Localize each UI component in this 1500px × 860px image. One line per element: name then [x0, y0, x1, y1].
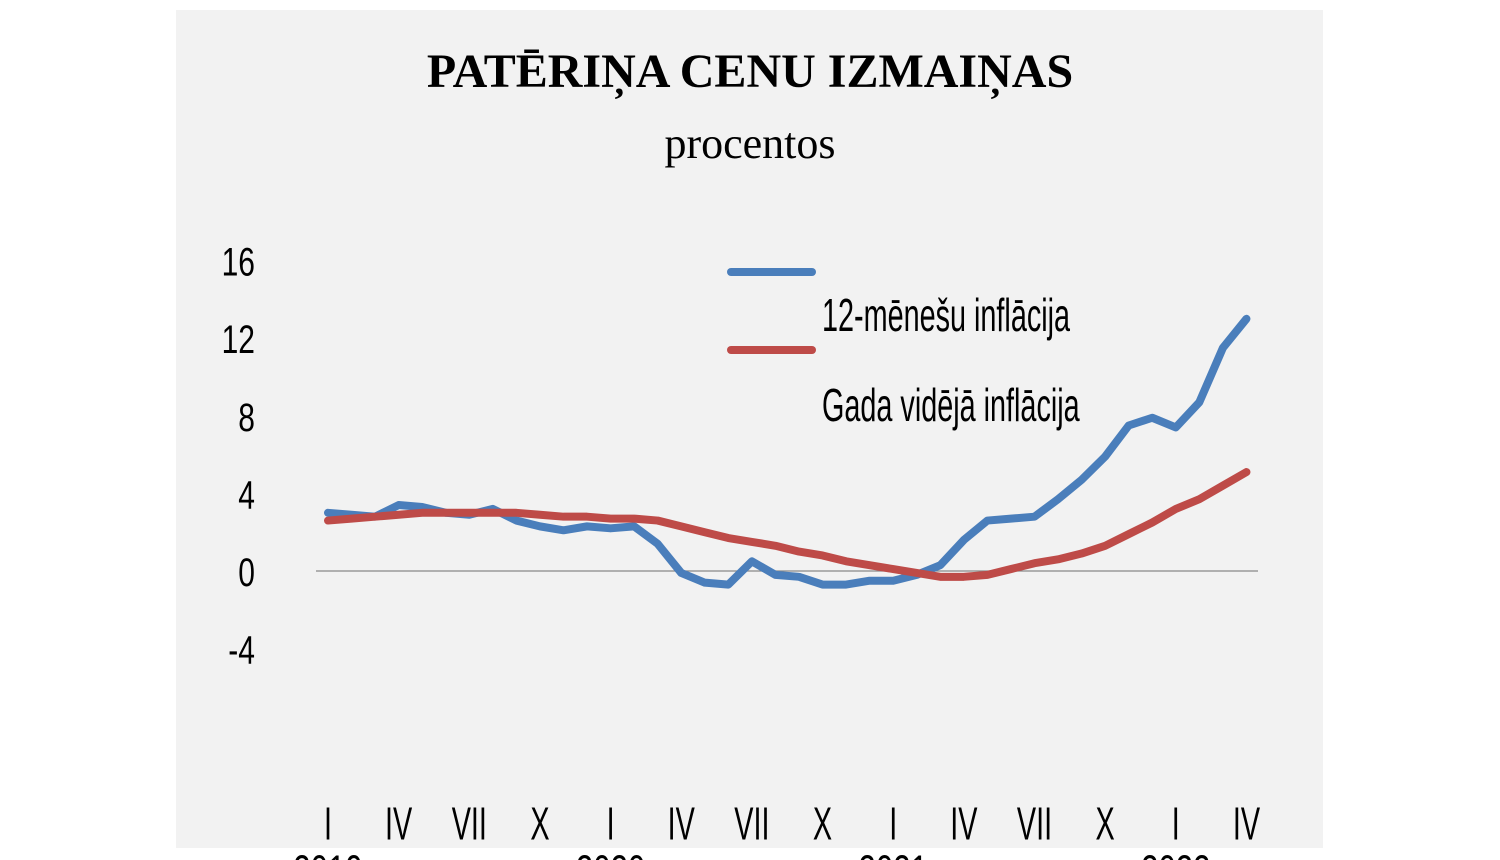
x-tick-label: IV	[668, 799, 696, 851]
x-tick-label: VII	[734, 799, 769, 851]
year-label: 2020	[576, 846, 645, 860]
legend-label: Gada vidējā inflācija	[822, 380, 1080, 432]
chart-subtitle: procentos	[664, 119, 836, 168]
series-line-2	[324, 468, 1251, 581]
x-tick-label: X	[530, 799, 549, 851]
y-tick-label: 16	[222, 241, 255, 285]
x-tick-label: I	[889, 799, 897, 851]
x-tick-label: I	[607, 799, 615, 851]
y-tick-label: 8	[238, 396, 255, 440]
x-tick-label: I	[324, 799, 332, 851]
y-tick-label: 12	[222, 318, 255, 362]
x-tick-label: IV	[1233, 799, 1261, 851]
chart-panel	[176, 10, 1323, 848]
chart-title: PATĒRIŅA CENU IZMAIŅAS	[426, 45, 1074, 98]
legend-label: 12-mēnešu inflācija	[822, 290, 1071, 342]
x-tick-label: IV	[950, 799, 978, 851]
y-tick-label: -4	[228, 629, 255, 673]
y-tick-label: 4	[238, 473, 255, 517]
year-label: 2021	[859, 846, 928, 860]
y-tick-label: 0	[238, 551, 255, 595]
x-tick-label: I	[1172, 799, 1180, 851]
year-label: 2019	[293, 846, 362, 860]
x-tick-label: X	[813, 799, 832, 851]
x-tick-label: VII	[1017, 799, 1052, 851]
x-tick-label: X	[1096, 799, 1115, 851]
x-tick-label: VII	[452, 799, 487, 851]
year-label: 2022	[1141, 846, 1210, 860]
x-tick-label: IV	[385, 799, 413, 851]
